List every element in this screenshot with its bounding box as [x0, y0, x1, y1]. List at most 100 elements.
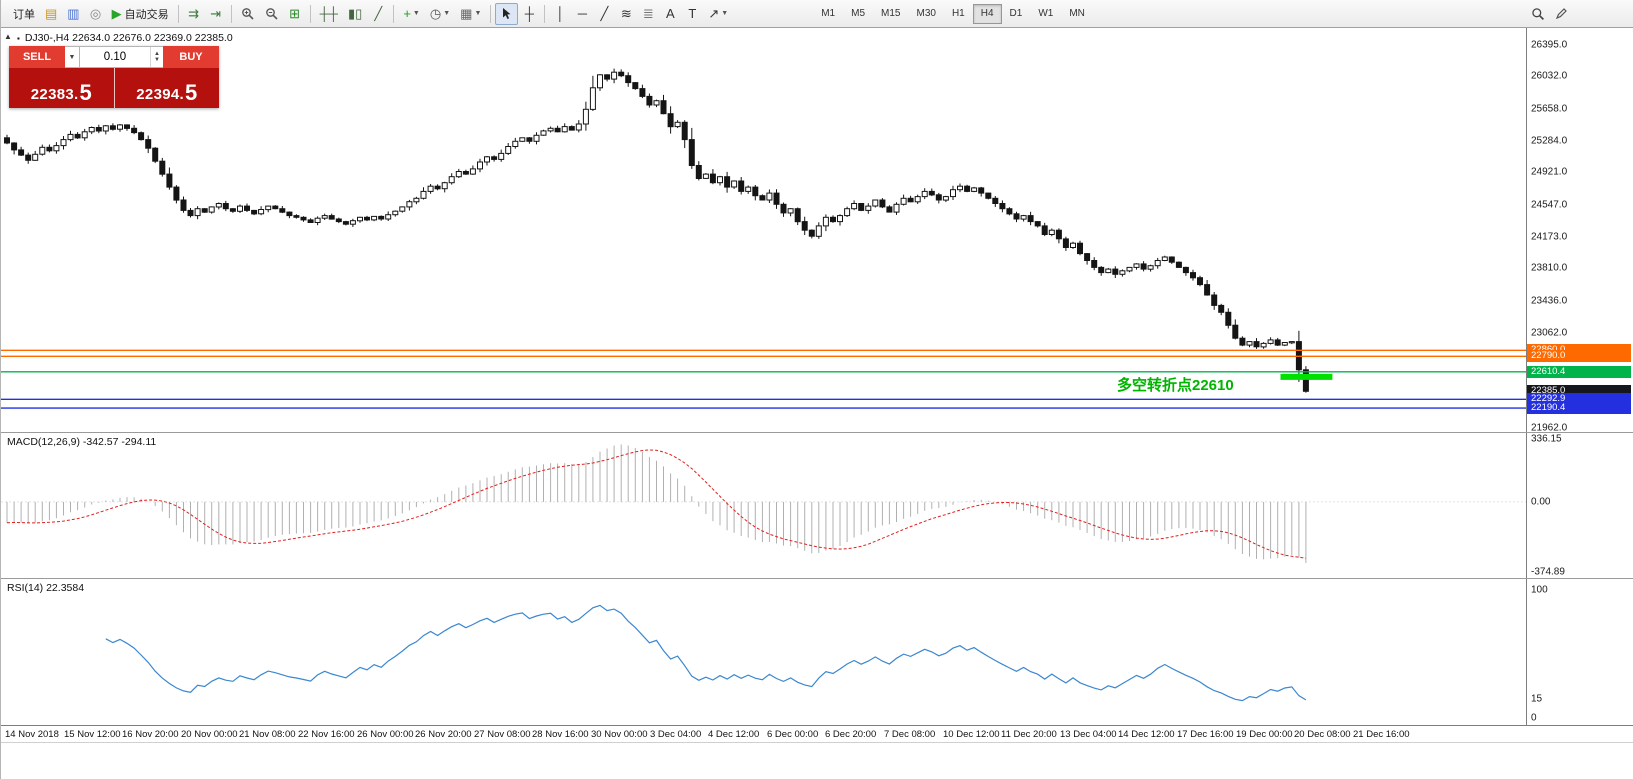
time-axis-label: 14 Dec 12:00 [1118, 729, 1175, 740]
sell-price[interactable]: 22383. 5 [9, 68, 115, 108]
auto-trading-button[interactable]: ▶ 自动交易 [111, 6, 169, 21]
price-axis-tick: 23062.0 [1531, 327, 1568, 339]
channel-button[interactable]: ≣ [642, 6, 654, 21]
time-axis-label: 14 Nov 2018 [5, 729, 59, 740]
macd-plot[interactable]: MACD(12,26,9) -342.57 -294.11 [1, 433, 1526, 578]
price-axis-tick: 25658.0 [1531, 103, 1568, 115]
search-icon[interactable] [1526, 3, 1550, 25]
volume-input[interactable]: 0.10 [103, 51, 127, 63]
edit-icon[interactable] [1550, 3, 1573, 25]
candlestick-chart [1, 68, 1526, 409]
rsi-indicator-panel: RSI(14) 22.3584 100 15 0 [1, 579, 1633, 725]
time-axis-label: 21 Dec 16:00 [1353, 729, 1410, 740]
timeframe-m15-button[interactable]: M15 [881, 8, 901, 19]
price-axis[interactable]: 26395.0 26032.0 25658.0 25284.0 24921.0 24547… [1526, 28, 1633, 434]
rsi-chart [105, 604, 1307, 702]
timeframe-mn-button[interactable]: MN [1069, 8, 1085, 19]
volume-stepper[interactable]: ▲ ▼ [150, 47, 163, 67]
auto-scroll-icon[interactable]: ⇉ [188, 6, 200, 21]
price-axis-tick: 21962.0 [1531, 422, 1568, 434]
price-chart-panel: ▲ ▪ DJ30-,H4 22634.0 22676.0 22369.0 223… [1, 28, 1633, 434]
add-indicator-button[interactable]: + ▼ [403, 6, 420, 21]
time-axis-label: 26 Nov 00:00 [357, 729, 414, 740]
time-axis-label: 7 Dec 08:00 [884, 729, 936, 740]
time-axis-label: 28 Nov 16:00 [532, 729, 589, 740]
time-axis-label: 20 Dec 08:00 [1294, 729, 1351, 740]
time-axis-label: 21 Nov 08:00 [239, 729, 296, 740]
time-axis-label: 4 Dec 12:00 [708, 729, 760, 740]
price-level-tag: 22190.4 [1527, 402, 1631, 415]
price-chart-plot[interactable]: ▲ ▪ DJ30-,H4 22634.0 22676.0 22369.0 223… [1, 28, 1526, 432]
volume-down-icon[interactable]: ▼ [154, 57, 160, 63]
toolbar-right-icons [1526, 3, 1573, 25]
time-axis-label: 6 Dec 00:00 [767, 729, 819, 740]
timeframe-h4-button[interactable]: H4 [972, 3, 1002, 24]
navigator-icon[interactable]: ▥ [67, 6, 80, 21]
trendline-button[interactable]: ╱ [600, 6, 609, 21]
chart-macd-splitter[interactable] [1, 432, 1633, 433]
template-button[interactable]: ▦ ▼ [460, 6, 482, 21]
bar-chart-icon[interactable]: ┼┼ [319, 6, 339, 21]
price-axis-tick: 24173.0 [1531, 231, 1568, 243]
label-button[interactable]: T [688, 6, 697, 21]
line-chart-icon[interactable]: ╱ [374, 6, 383, 21]
time-axis-label: 20 Nov 00:00 [181, 729, 238, 740]
candlestick-icon[interactable]: ▮▯ [348, 6, 363, 21]
crosshair-button[interactable]: ┼ [524, 6, 534, 21]
macd-rsi-splitter[interactable] [1, 578, 1633, 579]
new-order-button[interactable]: 订单 [13, 8, 35, 21]
chart-shift-icon[interactable]: ⇥ [210, 6, 222, 21]
time-axis-label: 15 Nov 12:00 [64, 729, 121, 740]
sell-price-big-digit: 5 [79, 80, 92, 106]
help-icon[interactable]: ◎ [89, 6, 102, 21]
rsi-plot[interactable]: RSI(14) 22.3584 [1, 579, 1526, 725]
symbol-info: ▪ DJ30-,H4 22634.0 22676.0 22369.0 22385… [17, 32, 233, 44]
timeframe-d1-button[interactable]: D1 [1009, 8, 1023, 19]
rsi-axis[interactable]: 100 15 0 [1526, 579, 1633, 725]
timeframe-m1-button[interactable]: M1 [821, 8, 836, 19]
symbol-ohlc-text: DJ30-,H4 22634.0 22676.0 22369.0 22385.0 [24, 32, 233, 44]
vertical-line-button[interactable]: │ [556, 6, 565, 21]
cursor-button[interactable] [495, 2, 519, 25]
period-button[interactable]: ◷ ▼ [429, 6, 451, 21]
time-axis-label: 6 Dec 20:00 [825, 729, 877, 740]
macd-axis-tick: 0.00 [1531, 496, 1551, 508]
text-button[interactable]: A [666, 6, 675, 21]
timeframe-w1-button[interactable]: W1 [1038, 8, 1054, 19]
sell-button[interactable]: SELL [9, 46, 65, 68]
price-axis-tick: 23436.0 [1531, 295, 1568, 306]
time-axis-label: 11 Dec 20:00 [1001, 729, 1057, 740]
buy-price[interactable]: 22394. 5 [115, 68, 220, 108]
time-axis-label: 16 Nov 20:00 [122, 729, 179, 740]
one-click-trade-panel: SELL ▼ 0.10 ▲ ▼ BUY 22383. 5 22394. [9, 46, 219, 108]
sell-price-main: 22383. [30, 86, 79, 103]
fibonacci-button[interactable]: ≋ [620, 6, 632, 21]
time-axis[interactable]: 14 Nov 2018 15 Nov 12:00 16 Nov 20:00 20 No… [1, 725, 1633, 742]
volume-dropdown-button[interactable]: ▼ [65, 46, 80, 68]
timeframe-toolbar: M1 M5 M15 M30 H1 H4 D1 W1 MN [813, 3, 1093, 24]
horizontal-line-button[interactable]: ─ [577, 6, 587, 21]
shapes-button[interactable]: ↗ ▼ [708, 6, 729, 21]
volume-up-icon[interactable]: ▲ [154, 51, 160, 57]
rsi-axis-tick: 100 [1531, 584, 1548, 596]
toolbar-separator [490, 4, 492, 23]
time-axis-label: 17 Dec 16:00 [1177, 729, 1234, 740]
one-click-toggle-button[interactable]: ▲ [4, 32, 12, 41]
macd-axis[interactable]: 336.15 0.00 -374.89 [1526, 433, 1633, 578]
time-axis-label: 3 Dec 04:00 [650, 729, 702, 740]
buy-button[interactable]: BUY [163, 46, 219, 68]
zoom-in-icon[interactable] [236, 3, 260, 25]
price-level-tag: 22610.4 [1527, 365, 1631, 378]
timeframe-m5-button[interactable]: M5 [851, 8, 866, 19]
time-axis-label: 10 Dec 12:00 [943, 729, 1000, 740]
toolbar-separator [230, 4, 232, 23]
timeframe-h1-button[interactable]: H1 [951, 8, 965, 19]
time-axis-label: 30 Nov 00:00 [591, 729, 648, 740]
timeframe-m30-button[interactable]: M30 [916, 8, 936, 19]
macd-indicator-panel: MACD(12,26,9) -342.57 -294.11 336.15 0.00… [1, 433, 1633, 578]
market-watch-icon[interactable]: ▤ [45, 6, 58, 21]
tile-windows-icon[interactable]: ⊞ [289, 6, 301, 21]
zoom-out-icon[interactable] [260, 3, 284, 25]
toolbar-separator [393, 4, 395, 23]
